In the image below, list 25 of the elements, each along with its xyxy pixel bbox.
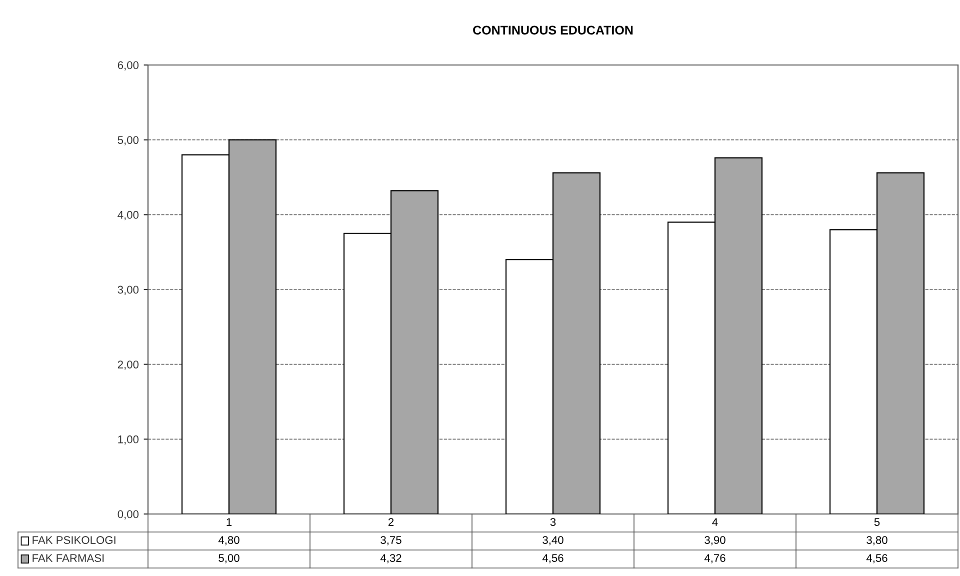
data-label: 3,75: [380, 536, 402, 546]
data-label: 4,56: [542, 554, 564, 564]
y-tick-label: 3,00: [118, 286, 139, 295]
y-tick-label: 4,00: [118, 210, 139, 220]
legend-label: FAK FARMASI: [32, 554, 104, 562]
data-label: 3,80: [866, 536, 888, 546]
data-label: 3,40: [542, 536, 564, 546]
data-label: 4,80: [218, 536, 240, 546]
data-label: 4,76: [704, 554, 726, 564]
legend-label: FAK PSIKOLOGI: [32, 536, 116, 544]
x-tick-label: 5: [874, 518, 880, 526]
data-label: 5,00: [218, 554, 240, 564]
x-tick-label: 1: [226, 518, 232, 526]
x-tick-label: 3: [550, 518, 556, 526]
y-tick-label: 6,00: [118, 61, 139, 70]
y-tick-label: 1,00: [118, 435, 139, 445]
x-tick-label: 4: [712, 518, 718, 526]
y-tick-label: 5,00: [118, 136, 139, 146]
data-label: 3,90: [704, 536, 726, 546]
chart-title: CONTINUOUS EDUCATION: [473, 26, 633, 35]
y-tick-label: 2,00: [118, 360, 139, 370]
x-tick-label: 2: [388, 518, 394, 526]
data-label: 4,56: [866, 554, 888, 564]
data-label: 4,32: [380, 554, 402, 564]
y-tick-label: 0,00: [118, 510, 139, 520]
